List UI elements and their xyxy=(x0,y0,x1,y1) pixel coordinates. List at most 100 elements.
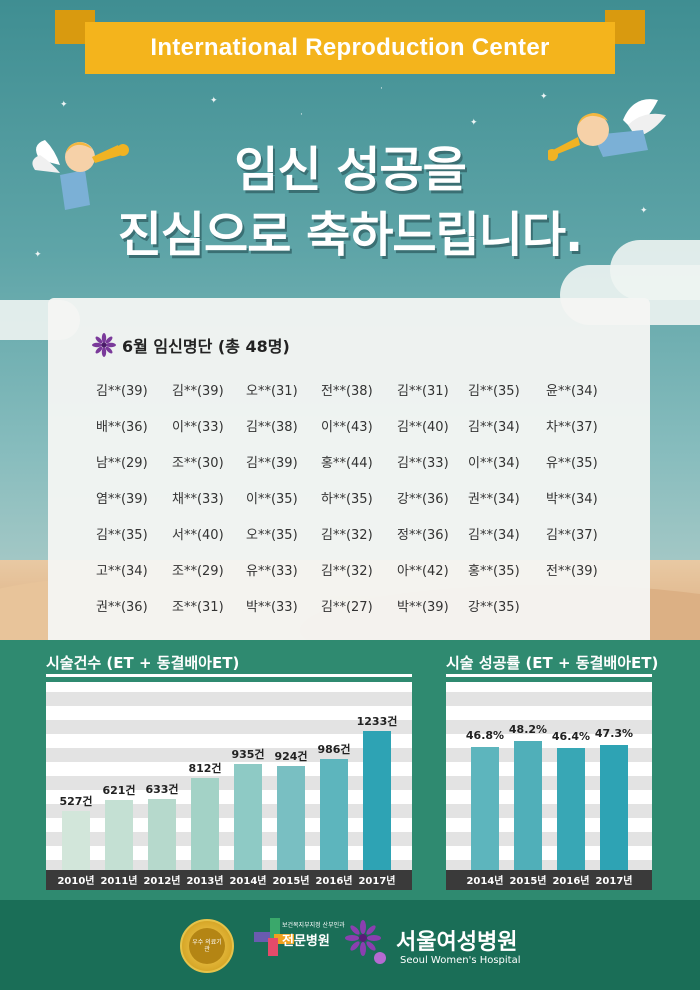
star-icon: · xyxy=(300,110,303,120)
data-label: 527건 xyxy=(59,794,93,808)
x-tick-label: 2012년 xyxy=(143,876,181,887)
name-entry: 김**(37) xyxy=(546,528,598,543)
name-entry: 김**(35) xyxy=(96,528,148,543)
name-entry: 전**(39) xyxy=(546,564,598,579)
name-entry: 박**(39) xyxy=(397,600,449,615)
name-entry: 오**(31) xyxy=(246,384,298,399)
chart1-underline xyxy=(46,674,412,677)
name-entry: 김**(38) xyxy=(246,420,298,435)
name-entry: 홍**(44) xyxy=(321,456,373,471)
bar xyxy=(363,730,391,870)
chart1-plot: 527건 2010년 621건 2011년 633건 2012년 812건 2013년 935건… xyxy=(46,682,412,890)
grid-stripe xyxy=(46,832,412,846)
name-entry: 염**(39) xyxy=(96,492,148,507)
name-entry: 이**(33) xyxy=(172,420,224,435)
bar xyxy=(234,764,262,870)
name-entry: 김**(32) xyxy=(321,528,373,543)
headline-line-2: 진심으로 축하드립니다. xyxy=(117,207,584,263)
list-title-text: 6월 임신명단 (총 48명) xyxy=(122,337,290,356)
name-entry: 정**(36) xyxy=(397,528,449,543)
name-row: 염**(39) 채**(33) 이**(35) 하**(35) 강**(36) 권**(3… xyxy=(96,488,656,524)
data-label: 48.2% xyxy=(508,723,548,737)
name-entry: 권**(34) xyxy=(468,492,520,507)
name-entry: 김**(34) xyxy=(468,420,520,435)
name-entry: 강**(36) xyxy=(397,492,449,507)
star-icon: ✦ xyxy=(60,100,68,110)
name-entry: 남**(29) xyxy=(96,456,148,471)
specialist-subtitle: 보건복지부지정 산부인과 xyxy=(282,922,345,929)
name-entry: 김**(35) xyxy=(468,384,520,399)
data-label: 924건 xyxy=(274,749,308,763)
name-entry: 유**(35) xyxy=(546,456,598,471)
star-icon: ✦ xyxy=(640,206,648,216)
name-entry: 김**(32) xyxy=(321,564,373,579)
name-list-panel xyxy=(48,298,650,640)
bar xyxy=(514,741,542,870)
name-entry: 김**(39) xyxy=(172,384,224,399)
x-tick-label: 2014년 xyxy=(466,876,504,887)
star-icon: ✦ xyxy=(34,250,42,260)
name-list: 김**(39) 김**(39) 오**(31) 전**(38) 김**(31) 김**(3… xyxy=(96,380,656,632)
name-row: 권**(36) 조**(31) 박**(33) 김**(27) 박**(39) 강**(3… xyxy=(96,596,656,632)
x-tick-label: 2010년 xyxy=(57,876,95,887)
hospital-name-english: Seoul Women's Hospital xyxy=(400,955,521,966)
data-label: 935건 xyxy=(231,748,265,762)
x-tick-label: 2017년 xyxy=(358,876,396,887)
specialist-title: 전문병원 xyxy=(282,934,330,949)
name-entry: 이**(43) xyxy=(321,420,373,435)
grid-stripe xyxy=(46,692,412,706)
x-tick-label: 2011년 xyxy=(100,876,138,887)
name-entry: 서**(40) xyxy=(172,528,224,543)
name-entry: 박**(33) xyxy=(246,600,298,615)
data-label: 621건 xyxy=(102,783,136,797)
x-tick-label: 2016년 xyxy=(552,876,590,887)
data-label: 46.4% xyxy=(551,730,591,744)
x-tick-label: 2015년 xyxy=(272,876,310,887)
name-entry: 강**(35) xyxy=(468,600,520,615)
chart2-plot: 46.8% 2014년 48.2% 2015년 46.4% 2016년 47.3% 2017년 xyxy=(446,682,652,890)
name-entry: 김**(34) xyxy=(468,528,520,543)
data-label: 633건 xyxy=(145,782,179,796)
name-row: 남**(29) 조**(30) 김**(39) 홍**(44) 김**(33) 이**(3… xyxy=(96,452,656,488)
star-icon: · xyxy=(380,84,383,94)
list-title: 6월 임신명단 (총 48명) xyxy=(92,333,290,357)
x-tick-label: 2016년 xyxy=(315,876,353,887)
grid-stripe xyxy=(446,720,652,734)
name-entry: 권**(36) xyxy=(96,600,148,615)
name-entry: 김**(31) xyxy=(397,384,449,399)
name-entry: 전**(38) xyxy=(321,384,373,399)
x-axis xyxy=(446,870,652,890)
footer xyxy=(0,900,700,990)
bar xyxy=(148,798,176,870)
name-entry: 아**(42) xyxy=(397,564,449,579)
badge-text: 우수 의료기관 xyxy=(192,939,222,953)
name-entry: 조**(31) xyxy=(172,600,224,615)
data-label: 46.8% xyxy=(465,728,505,742)
name-entry: 배**(36) xyxy=(96,420,148,435)
star-icon: ✦ xyxy=(210,96,218,106)
star-icon: ✦ xyxy=(470,118,478,128)
name-entry: 김**(27) xyxy=(321,600,373,615)
name-entry: 오**(35) xyxy=(246,528,298,543)
bar xyxy=(277,765,305,870)
name-entry: 홍**(35) xyxy=(468,564,520,579)
x-tick-label: 2013년 xyxy=(186,876,224,887)
data-label: 986건 xyxy=(317,742,351,756)
name-entry: 이**(35) xyxy=(246,492,298,507)
x-axis xyxy=(46,870,412,890)
name-entry: 김**(33) xyxy=(397,456,449,471)
hospital-name: 서울여성병원 xyxy=(396,929,518,955)
name-entry: 유**(33) xyxy=(246,564,298,579)
bar xyxy=(191,778,219,870)
bar xyxy=(62,810,90,870)
name-entry: 윤**(34) xyxy=(546,384,598,399)
quality-badge: 우수 의료기관 xyxy=(180,919,234,973)
specialist-hospital-logo-icon xyxy=(254,918,294,956)
name-row: 김**(39) 김**(39) 오**(31) 전**(38) 김**(31) 김**(3… xyxy=(96,380,656,416)
name-entry: 김**(40) xyxy=(397,420,449,435)
data-label: 812건 xyxy=(188,762,222,776)
x-tick-label: 2014년 xyxy=(229,876,267,887)
headline-line-1: 임신 성공을 xyxy=(234,142,467,198)
chart2-title: 시술 성공률 (ET + 동결배아ET) xyxy=(446,654,659,672)
star-icon: · xyxy=(150,230,153,240)
